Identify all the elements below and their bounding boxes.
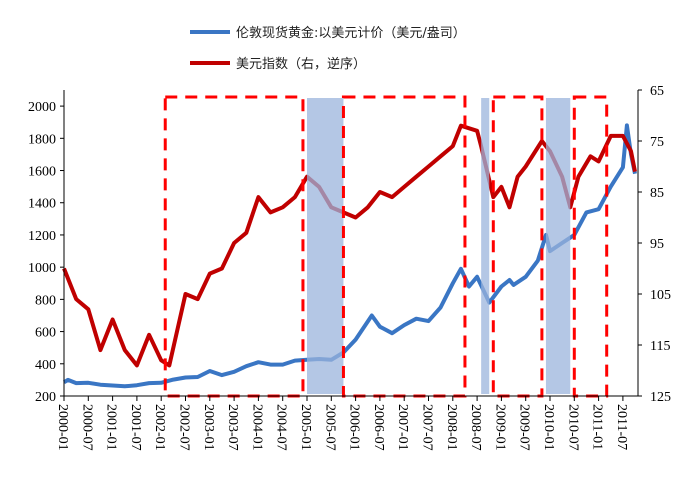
legend-label-usd: 美元指数（右，逆序）: [236, 56, 366, 72]
x-tick-label: 2002-01: [152, 404, 167, 451]
dashed-box: [491, 95, 544, 398]
x-tick-label: 2010-01: [541, 404, 556, 451]
x-tick-label: 2006-07: [371, 404, 386, 451]
left-tick-label: 2000: [28, 100, 56, 115]
shaded-period: [481, 98, 490, 394]
dashed-box: [572, 95, 609, 398]
right-tick-label: 75: [650, 135, 664, 150]
x-tick-label: 2003-01: [201, 404, 216, 451]
left-tick-label: 1200: [28, 229, 56, 244]
dashed-box: [341, 95, 467, 398]
left-tick-label: 400: [35, 358, 56, 373]
left-tick-label: 1000: [28, 261, 56, 276]
shaded-period: [545, 98, 571, 394]
x-tick-label: 2007-01: [395, 404, 410, 451]
legend-label-gold: 伦敦现货黄金:以美元计价（美元/盎司）: [236, 25, 466, 41]
x-tick-label: 2011-01: [590, 404, 605, 450]
shaded-period: [307, 98, 344, 394]
legend: 伦敦现货黄金:以美元计价（美元/盎司） 美元指数（右，逆序）: [190, 25, 466, 72]
right-tick-label: 85: [650, 186, 664, 201]
x-tick-label: 2001-07: [128, 404, 143, 451]
left-tick-label: 200: [35, 390, 56, 405]
x-tick-label: 2003-07: [225, 404, 240, 451]
x-tick-label: 2008-01: [444, 404, 459, 451]
right-tick-label: 115: [650, 339, 670, 354]
left-tick-label: 1600: [28, 165, 56, 180]
x-tick-label: 2009-07: [517, 404, 532, 451]
x-tick-label: 2007-07: [420, 404, 435, 451]
x-tick-label: 2008-07: [468, 404, 483, 451]
left-tick-label: 1400: [28, 197, 56, 212]
x-tick-label: 2002-07: [177, 404, 192, 451]
left-tick-label: 600: [35, 326, 56, 341]
left-tick-label: 800: [35, 293, 56, 308]
right-tick-label: 95: [650, 237, 664, 252]
x-tick-label: 2001-01: [104, 404, 119, 451]
x-tick-label: 2005-01: [298, 404, 313, 451]
x-tick-label: 2000-01: [55, 404, 70, 451]
x-tick-label: 2006-01: [347, 404, 362, 451]
x-tick-label: 2009-01: [492, 404, 507, 451]
x-tick-label: 2004-01: [249, 404, 264, 451]
right-tick-label: 125: [650, 390, 671, 405]
right-tick-label: 65: [650, 84, 664, 99]
x-tick-label: 2000-07: [79, 404, 94, 451]
x-tick-label: 2004-07: [274, 404, 289, 451]
left-tick-label: 1800: [28, 132, 56, 147]
x-tick-label: 2011-07: [614, 404, 629, 450]
x-tick-label: 2005-07: [322, 404, 337, 451]
x-tick-label: 2010-07: [565, 404, 580, 451]
right-tick-label: 105: [650, 288, 671, 303]
